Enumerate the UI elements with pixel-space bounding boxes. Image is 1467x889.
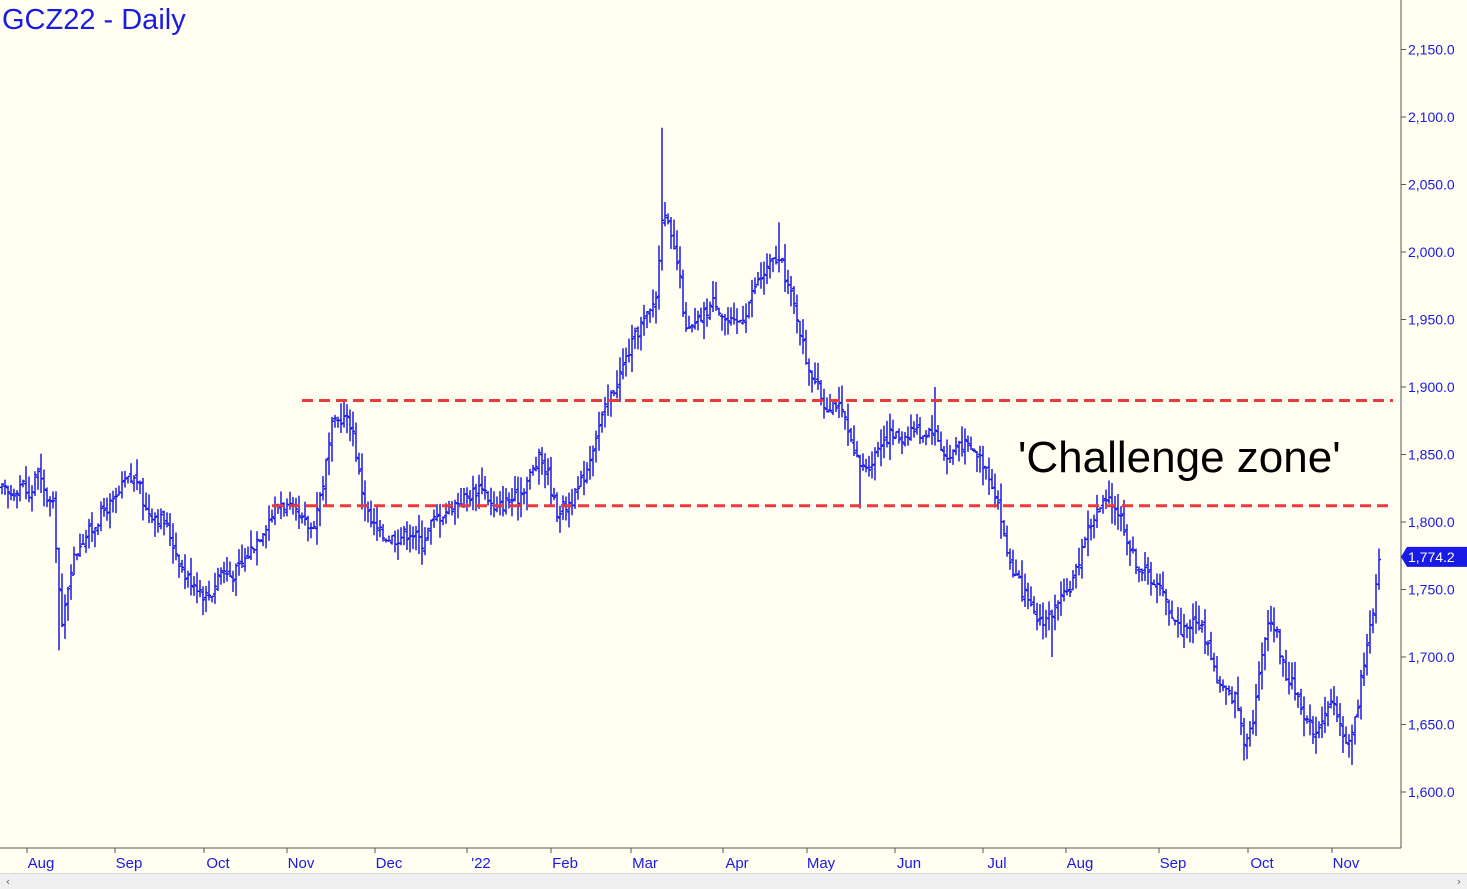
x-tick-label: May (807, 855, 836, 872)
chart-title: GCZ22 - Daily (2, 4, 186, 36)
scroll-left-icon[interactable]: ‹ (5, 875, 11, 888)
y-tick-label: 1,700.0 (1408, 649, 1455, 665)
y-tick-label: 1,900.0 (1408, 379, 1455, 395)
y-tick-label: 2,050.0 (1408, 177, 1455, 193)
price-bars (0, 127, 1381, 765)
y-tick-label: 1,950.0 (1408, 312, 1455, 328)
y-tick-label: 2,000.0 (1408, 244, 1455, 260)
y-tick-label: 1,600.0 (1408, 784, 1455, 800)
x-tick-label: Sep (116, 855, 143, 872)
y-tick-label: 1,650.0 (1408, 717, 1455, 733)
x-tick-label: Feb (552, 855, 578, 872)
y-tick-label: 2,100.0 (1408, 109, 1455, 125)
x-tick-label: Oct (1250, 855, 1274, 872)
y-tick-label: 1,750.0 (1408, 582, 1455, 598)
last-price-marker: 1,774.2 (1401, 546, 1467, 567)
y-axis-ticks: 1,600.0 1,650.0 1,700.0 1,750.0 1,800.0 1,850… (1401, 42, 1455, 800)
challenge-zone-annotation: 'Challenge zone' (1018, 433, 1341, 482)
x-tick-label: Dec (376, 855, 403, 872)
horizontal-scrollbar[interactable]: ‹ › (0, 873, 1467, 889)
y-tick-label: 2,150.0 (1408, 42, 1455, 58)
x-tick-label: Oct (206, 855, 230, 872)
reference-lines (272, 399, 1393, 508)
last-price-tag (1401, 546, 1467, 567)
x-tick-label: Nov (288, 855, 315, 872)
x-tick-label: Nov (1333, 855, 1360, 872)
x-tick-label: '22 (471, 855, 491, 872)
x-tick-label: Mar (632, 855, 658, 872)
scroll-right-icon[interactable]: › (1456, 875, 1462, 888)
x-axis-ticks: Aug Sep Oct Nov Dec '22 Feb Mar Apr May Jun Jul Aug S… (26, 848, 1360, 872)
last-price-label: 1,774.2 (1408, 549, 1455, 565)
x-tick-label: Aug (28, 855, 55, 872)
x-tick-label: Apr (725, 855, 748, 872)
x-tick-label: Jun (897, 855, 921, 872)
x-tick-label: Jul (987, 855, 1006, 872)
x-tick-label: Sep (1160, 855, 1187, 872)
x-tick-label: Aug (1067, 855, 1094, 872)
y-tick-label: 1,800.0 (1408, 514, 1455, 530)
y-tick-label: 1,850.0 (1408, 447, 1455, 463)
